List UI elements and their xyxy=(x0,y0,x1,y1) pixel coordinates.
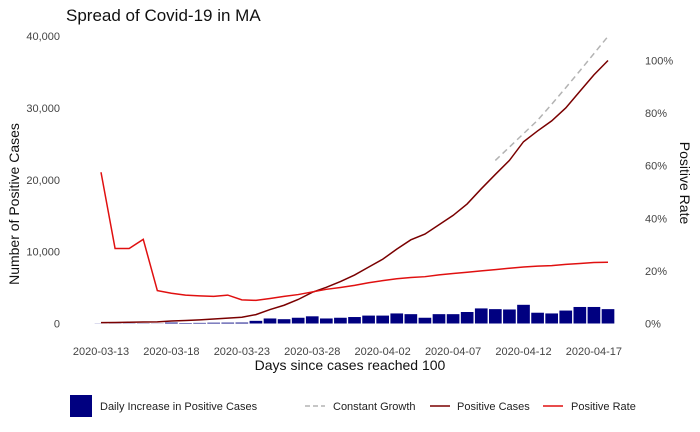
daily-bar xyxy=(305,316,319,324)
right-axis-title: Positive Rate xyxy=(677,142,693,225)
daily-bar xyxy=(249,320,263,324)
legend-label: Positive Rate xyxy=(571,401,636,413)
right-axis-ticks: 0% 20% 40% 60% 80% 100% xyxy=(645,56,673,331)
positive-cases-line xyxy=(100,59,609,324)
daily-bar xyxy=(277,319,291,324)
daily-bar xyxy=(503,309,516,324)
daily-bar xyxy=(545,313,559,324)
right-tick-label: 80% xyxy=(645,108,667,120)
x-tick-label: 2020-04-12 xyxy=(495,346,551,358)
x-tick-label: 2020-03-28 xyxy=(284,346,340,358)
chart-lines xyxy=(100,35,609,324)
daily-bar xyxy=(489,309,502,324)
left-axis-title: Number of Positive Cases xyxy=(6,123,22,285)
daily-bar xyxy=(573,306,587,324)
daily-bar xyxy=(390,313,404,324)
daily-bar xyxy=(587,306,601,324)
right-tick-label: 40% xyxy=(645,213,667,225)
x-tick-label: 2020-03-23 xyxy=(214,346,270,358)
daily-bar xyxy=(179,323,192,324)
right-tick-label: 60% xyxy=(645,161,667,173)
daily-bar xyxy=(348,317,361,324)
daily-bar xyxy=(446,314,460,324)
legend-label: Daily Increase in Positive Cases xyxy=(100,401,258,413)
legend-label: Positive Cases xyxy=(457,401,530,413)
daily-bar xyxy=(263,318,277,324)
right-tick-label: 0% xyxy=(645,319,661,331)
daily-bar xyxy=(193,322,206,324)
constant-growth-line xyxy=(494,35,609,161)
daily-bar xyxy=(418,317,432,324)
left-tick-label: 40,000 xyxy=(26,31,60,43)
x-tick-label: 2020-03-18 xyxy=(143,346,199,358)
daily-bar xyxy=(207,322,221,324)
chart-legend: Daily Increase in Positive Cases Constant… xyxy=(70,395,636,417)
positive-rate-line xyxy=(100,172,609,302)
right-tick-label: 20% xyxy=(645,266,667,278)
x-tick-label: 2020-04-07 xyxy=(425,346,481,358)
daily-bar xyxy=(334,317,347,324)
x-axis-ticks: 2020-03-13 2020-03-18 2020-03-23 2020-03-28… xyxy=(73,346,622,358)
daily-bar xyxy=(291,317,305,324)
daily-bar xyxy=(362,315,375,324)
x-tick-label: 2020-04-17 xyxy=(566,346,622,358)
legend-label: Constant Growth xyxy=(333,401,416,413)
left-tick-label: 10,000 xyxy=(26,247,60,259)
left-tick-label: 20,000 xyxy=(26,175,60,187)
chart-title: Spread of Covid-19 in MA xyxy=(66,6,261,25)
daily-bar xyxy=(460,312,474,324)
daily-bar xyxy=(376,315,390,324)
daily-bar xyxy=(432,314,446,324)
daily-bar xyxy=(235,322,249,324)
x-tick-label: 2020-04-02 xyxy=(355,346,411,358)
legend-swatch xyxy=(70,395,92,417)
daily-bar xyxy=(404,314,418,324)
daily-bar xyxy=(165,322,178,324)
left-axis-ticks: 0 10,000 20,000 30,000 40,000 xyxy=(26,31,60,331)
daily-bar xyxy=(601,309,615,324)
left-tick-label: 30,000 xyxy=(26,103,60,115)
daily-bar xyxy=(517,304,530,324)
daily-bar xyxy=(320,318,333,324)
daily-bars xyxy=(94,304,615,324)
daily-bar xyxy=(531,312,544,324)
daily-bar xyxy=(474,308,488,324)
daily-bar xyxy=(559,310,573,324)
x-tick-label: 2020-03-13 xyxy=(73,346,129,358)
right-tick-label: 100% xyxy=(645,56,673,68)
left-tick-label: 0 xyxy=(54,319,60,331)
daily-bar xyxy=(221,322,235,324)
x-axis-title: Days since cases reached 100 xyxy=(255,357,446,373)
